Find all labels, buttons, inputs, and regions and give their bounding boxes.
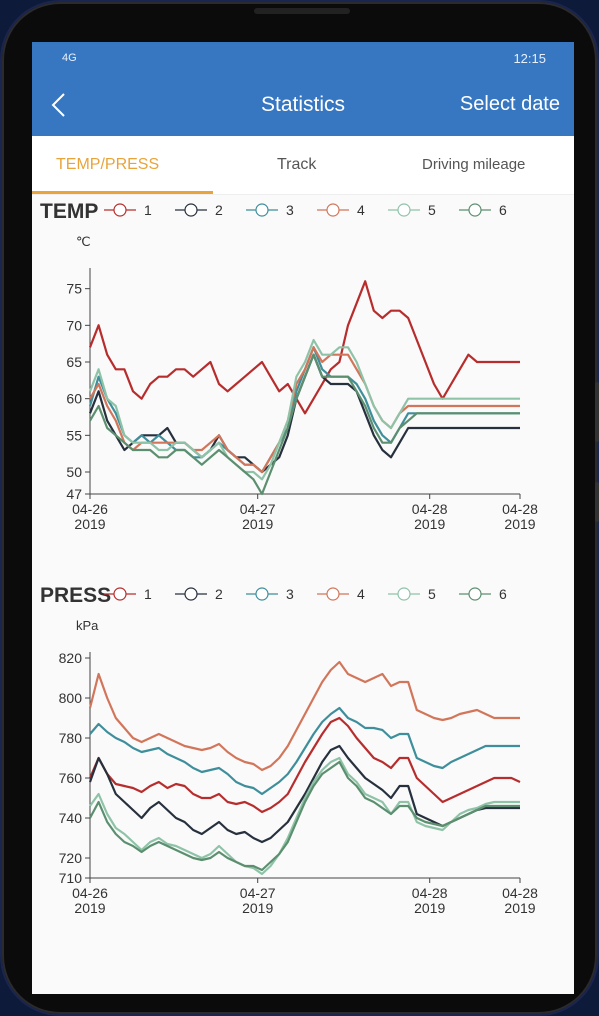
legend-marker bbox=[397, 587, 411, 601]
legend-item: 4 bbox=[317, 586, 365, 602]
legend-item: 3 bbox=[246, 586, 294, 602]
legend-marker bbox=[326, 203, 340, 217]
legend-item: 1 bbox=[104, 202, 152, 218]
page-title: Statistics bbox=[260, 93, 346, 116]
legend-label: 2 bbox=[215, 202, 223, 218]
legend-item: 3 bbox=[246, 202, 294, 218]
x-tick-sublabel: 2019 bbox=[74, 516, 105, 532]
x-tick-sublabel: 2019 bbox=[242, 900, 273, 916]
speaker-grille bbox=[254, 8, 350, 14]
y-tick-label: 55 bbox=[66, 427, 82, 443]
tab-track[interactable]: Track bbox=[277, 156, 317, 173]
y-tick-label: 800 bbox=[59, 690, 83, 706]
status-time: 12:15 bbox=[513, 51, 546, 66]
y-tick-label: 50 bbox=[66, 464, 82, 480]
tab-bar: TEMP/PRESS Track Driving mileage bbox=[32, 136, 574, 195]
legend-item: 5 bbox=[388, 586, 436, 602]
y-tick-label: 780 bbox=[59, 730, 83, 746]
x-tick-sublabel: 2019 bbox=[504, 516, 535, 532]
back-arrow-icon[interactable] bbox=[44, 88, 74, 122]
x-tick-label: 04-26 bbox=[72, 501, 108, 517]
series-line-5 bbox=[89, 756, 520, 876]
y-tick-label: 75 bbox=[66, 281, 82, 297]
press-chart: PRESS 1 2 3 4 5 6 kPa 710 720 740 760 780 800 820 04-26… bbox=[40, 584, 538, 916]
x-tick-label: 04-27 bbox=[240, 501, 276, 517]
signal-indicator: 4G bbox=[62, 52, 77, 64]
y-tick-label: 60 bbox=[66, 391, 82, 407]
series-line-3 bbox=[89, 706, 520, 796]
legend-marker bbox=[397, 203, 411, 217]
legend-marker bbox=[468, 203, 482, 217]
active-tab-indicator bbox=[32, 191, 213, 194]
legend-label: 6 bbox=[499, 586, 507, 602]
series-line-4 bbox=[88, 660, 520, 772]
legend-item: 5 bbox=[388, 202, 436, 218]
legend-item: 6 bbox=[459, 586, 507, 602]
x-tick-sublabel: 2019 bbox=[74, 900, 105, 916]
legend-item: 6 bbox=[459, 202, 507, 218]
power-button bbox=[595, 482, 599, 522]
legend-label: 4 bbox=[357, 586, 365, 602]
series-line-6 bbox=[89, 760, 520, 872]
legend-marker bbox=[113, 587, 127, 601]
y-tick-label: 65 bbox=[66, 354, 82, 370]
series-line-5 bbox=[88, 338, 520, 481]
legend-marker bbox=[255, 203, 269, 217]
temp-chart: TEMP 1 2 3 4 5 6℃4750556065707504-26201904-272… bbox=[40, 200, 538, 532]
chart-title: TEMP bbox=[40, 200, 98, 223]
legend-item: 2 bbox=[175, 202, 223, 218]
legend-label: 5 bbox=[428, 586, 436, 602]
y-tick-label: 740 bbox=[59, 810, 83, 826]
y-tick-label: 720 bbox=[59, 850, 83, 866]
x-tick-label: 04-28 bbox=[412, 501, 448, 517]
tab-driving-mileage[interactable]: Driving mileage bbox=[422, 156, 526, 173]
legend-item: 1 bbox=[104, 586, 152, 602]
series-line-1 bbox=[88, 280, 520, 415]
series-line-1 bbox=[88, 716, 521, 814]
status-bar: 4G 12:15 bbox=[32, 42, 574, 76]
screen: 4G 12:15 Statistics Select date TEMP/PRE… bbox=[32, 42, 574, 994]
legend-marker bbox=[184, 587, 198, 601]
legend-label: 2 bbox=[215, 586, 223, 602]
x-tick-sublabel: 2019 bbox=[242, 516, 273, 532]
y-unit-label: kPa bbox=[76, 618, 99, 633]
y-tick-label: 70 bbox=[66, 317, 82, 333]
legend-marker bbox=[468, 587, 482, 601]
legend-label: 6 bbox=[499, 202, 507, 218]
series-line-6 bbox=[89, 353, 520, 496]
legend-label: 3 bbox=[286, 586, 294, 602]
legend-label: 3 bbox=[286, 202, 294, 218]
legend-label: 1 bbox=[144, 586, 152, 602]
legend-item: 2 bbox=[175, 586, 223, 602]
legend-label: 5 bbox=[428, 202, 436, 218]
x-tick-sublabel: 2019 bbox=[504, 900, 535, 916]
series-line-4 bbox=[89, 346, 520, 474]
x-tick-label: 04-28 bbox=[502, 501, 538, 517]
x-tick-sublabel: 2019 bbox=[414, 516, 445, 532]
legend-marker bbox=[326, 587, 340, 601]
chart-title: PRESS bbox=[40, 584, 111, 607]
legend-marker bbox=[255, 587, 269, 601]
x-tick-label: 04-26 bbox=[72, 885, 108, 901]
y-tick-label: 710 bbox=[59, 870, 83, 886]
app-header: Statistics Select date bbox=[32, 76, 574, 136]
y-tick-label: 820 bbox=[59, 650, 83, 666]
legend-item: 4 bbox=[317, 202, 365, 218]
x-tick-label: 04-27 bbox=[240, 885, 276, 901]
legend-marker bbox=[113, 203, 127, 217]
x-tick-label: 04-28 bbox=[502, 885, 538, 901]
legend-label: 4 bbox=[357, 202, 365, 218]
legend-marker bbox=[184, 203, 198, 217]
y-tick-label: 47 bbox=[66, 486, 82, 502]
volume-button bbox=[595, 382, 599, 442]
x-tick-label: 04-28 bbox=[412, 885, 448, 901]
select-date-button[interactable]: Select date bbox=[459, 93, 560, 115]
y-tick-label: 760 bbox=[59, 770, 83, 786]
legend-label: 1 bbox=[144, 202, 152, 218]
x-tick-sublabel: 2019 bbox=[414, 900, 445, 916]
y-unit-label: ℃ bbox=[76, 234, 91, 249]
tab-temp-press[interactable]: TEMP/PRESS bbox=[56, 156, 160, 173]
